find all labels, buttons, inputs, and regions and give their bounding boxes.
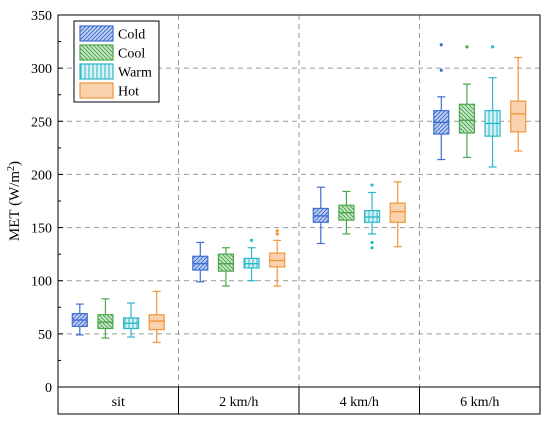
legend-swatch-cool [79,44,114,61]
box-warm-3 [484,45,501,168]
box-cool-0 [97,298,114,339]
legend-swatch-warm [79,63,114,80]
box-cool-1 [217,247,235,287]
outlier-point [439,68,443,72]
y-axis-label: MET (W/m2) [6,161,23,241]
y-tick-label: 50 [38,328,52,343]
category-label: 4 km/h [340,395,379,410]
legend-label-cool: Cool [118,47,145,62]
box-hot-2 [389,181,406,248]
series-layer [71,43,527,343]
outlier-point [370,183,374,187]
outlier-point [370,240,374,245]
box-cool-3 [458,45,476,159]
grid-layer [58,15,540,387]
iqr-box [148,314,165,331]
legend-swatch-cold [79,25,114,42]
iqr-box [458,103,476,134]
box-cold-3 [433,43,450,161]
outlier-point [465,45,469,49]
category-label: 6 km/h [460,395,499,410]
box-warm-0 [122,302,140,338]
box-cold-2 [312,186,329,245]
box-cool-2 [338,190,355,235]
legend: Cold Cool Warm Hot [73,20,160,103]
category-label: sit [112,395,125,410]
y-axis: 0 50 100 150 200 250 300 350 [31,9,63,396]
box-warm-1 [243,238,260,282]
y-tick-label: 0 [45,381,52,396]
box-hot-0 [148,290,165,343]
legend-label-cold: Cold [118,28,145,43]
legend-swatch-hot [79,82,114,99]
box-cold-1 [192,241,209,283]
box-warm-2 [363,183,381,250]
outlier-point [275,232,279,236]
outlier-point [439,43,443,47]
iqr-box [389,202,406,223]
y-axis-label-main: MET (W/m [7,171,23,241]
box-hot-3 [510,56,527,152]
outlier-point [490,45,495,49]
box-cold-0 [71,303,88,336]
legend-label-warm: Warm [118,66,152,81]
y-axis-label-superscript: 2 [6,166,17,171]
iqr-box [217,253,235,272]
y-tick-label: 150 [31,222,52,237]
x-axis: sit 2 km/h 4 km/h 6 km/h [112,387,499,414]
outlier-point [249,238,254,242]
outlier-point [275,229,279,233]
y-tick-label: 100 [31,275,52,290]
y-tick-label: 350 [31,9,52,24]
y-tick-label: 250 [31,115,52,130]
box-hot-1 [269,229,286,287]
outlier-point [370,246,374,250]
y-axis-label-close: ) [7,161,23,166]
y-tick-label: 200 [31,168,52,183]
y-tick-label: 300 [31,62,52,77]
legend-label-hot: Hot [118,85,139,100]
iqr-box [510,100,527,133]
category-label: 2 km/h [219,395,258,410]
